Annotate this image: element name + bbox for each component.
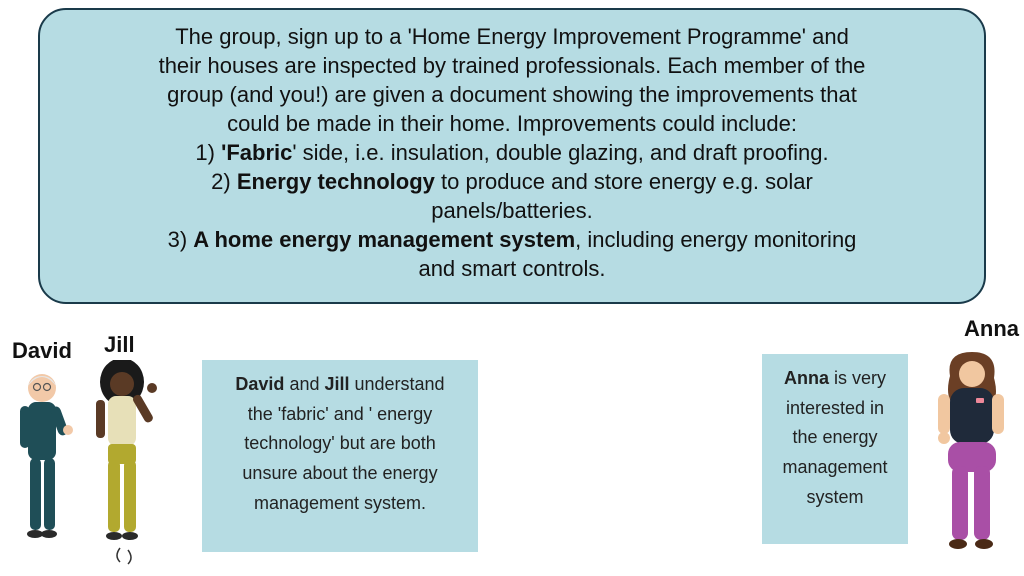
card-line: the 'fabric' and ' energy bbox=[216, 400, 464, 430]
card-line: interested in bbox=[776, 394, 894, 424]
main-line: The group, sign up to a 'Home Energy Imp… bbox=[68, 22, 956, 51]
card-line: Anna is very bbox=[776, 364, 894, 394]
card-line: the energy bbox=[776, 423, 894, 453]
main-item-2-cont: panels/batteries. bbox=[68, 196, 956, 225]
anna-card: Anna is very interested in the energy ma… bbox=[762, 354, 908, 544]
main-info-box: The group, sign up to a 'Home Energy Imp… bbox=[38, 8, 986, 304]
main-line: their houses are inspected by trained pr… bbox=[68, 51, 956, 80]
card-line: David and Jill understand bbox=[216, 370, 464, 400]
david-jill-card: David and Jill understand the 'fabric' a… bbox=[202, 360, 478, 552]
card-line: management bbox=[776, 453, 894, 483]
david-figure bbox=[14, 370, 76, 560]
david-label: David bbox=[12, 338, 72, 364]
jill-figure bbox=[84, 360, 164, 570]
anna-figure bbox=[928, 348, 1014, 564]
anna-label: Anna bbox=[964, 316, 1019, 342]
card-line: technology' but are both bbox=[216, 429, 464, 459]
jill-label: Jill bbox=[104, 332, 135, 358]
main-line: could be made in their home. Improvement… bbox=[68, 109, 956, 138]
card-line: management system. bbox=[216, 489, 464, 519]
main-item-3: 3) A home energy management system, incl… bbox=[68, 225, 956, 254]
main-line: group (and you!) are given a document sh… bbox=[68, 80, 956, 109]
main-item-1: 1) 'Fabric' side, i.e. insulation, doubl… bbox=[68, 138, 956, 167]
main-item-3-cont: and smart controls. bbox=[68, 254, 956, 283]
card-line: system bbox=[776, 483, 894, 513]
main-item-2: 2) Energy technology to produce and stor… bbox=[68, 167, 956, 196]
card-line: unsure about the energy bbox=[216, 459, 464, 489]
